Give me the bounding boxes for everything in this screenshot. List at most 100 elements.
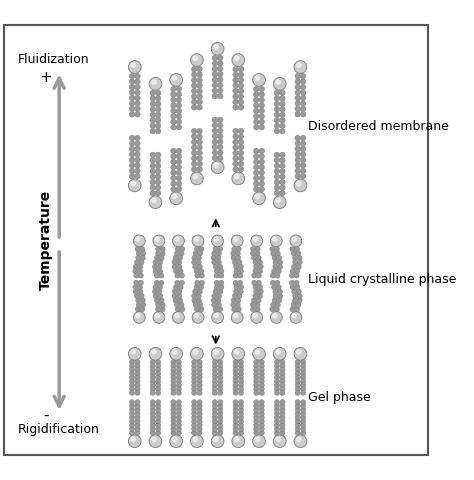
Circle shape: [155, 423, 161, 428]
Circle shape: [139, 293, 144, 299]
Circle shape: [275, 302, 280, 307]
Circle shape: [174, 251, 180, 256]
Circle shape: [193, 56, 198, 60]
Circle shape: [173, 349, 177, 354]
Circle shape: [129, 157, 135, 163]
Circle shape: [236, 247, 241, 252]
Circle shape: [171, 386, 176, 392]
Circle shape: [301, 112, 306, 117]
Circle shape: [218, 400, 223, 405]
Circle shape: [295, 427, 300, 432]
Circle shape: [191, 72, 197, 77]
Circle shape: [171, 186, 176, 192]
Circle shape: [155, 360, 161, 365]
Circle shape: [176, 411, 182, 416]
Circle shape: [173, 298, 178, 303]
Circle shape: [171, 103, 176, 108]
Circle shape: [254, 427, 259, 432]
Circle shape: [280, 191, 285, 196]
Circle shape: [238, 379, 244, 384]
Circle shape: [218, 139, 223, 144]
Circle shape: [176, 124, 182, 130]
Circle shape: [194, 237, 199, 241]
Circle shape: [171, 375, 176, 380]
Circle shape: [274, 419, 280, 424]
Circle shape: [179, 280, 184, 285]
Circle shape: [191, 400, 197, 405]
Circle shape: [238, 145, 244, 150]
Circle shape: [197, 156, 202, 161]
Circle shape: [197, 264, 202, 269]
Circle shape: [171, 92, 176, 97]
Circle shape: [212, 400, 218, 405]
Circle shape: [233, 400, 238, 405]
Circle shape: [197, 72, 202, 77]
Circle shape: [216, 302, 221, 307]
Circle shape: [238, 83, 244, 88]
Circle shape: [254, 363, 259, 369]
Circle shape: [199, 269, 204, 274]
Circle shape: [171, 367, 176, 372]
Circle shape: [212, 386, 218, 392]
Circle shape: [294, 280, 299, 285]
Circle shape: [129, 90, 135, 95]
Circle shape: [171, 431, 176, 435]
Circle shape: [211, 348, 224, 360]
Circle shape: [197, 77, 202, 83]
Circle shape: [280, 404, 285, 408]
Circle shape: [155, 390, 161, 396]
Circle shape: [155, 427, 161, 432]
Circle shape: [150, 152, 155, 157]
Circle shape: [158, 260, 163, 265]
Circle shape: [155, 152, 161, 157]
Circle shape: [197, 371, 202, 376]
Circle shape: [175, 313, 179, 318]
Circle shape: [133, 289, 138, 294]
Circle shape: [252, 273, 257, 278]
Circle shape: [301, 427, 306, 432]
Circle shape: [197, 289, 202, 294]
Circle shape: [135, 90, 140, 95]
Circle shape: [191, 435, 203, 447]
Circle shape: [131, 63, 136, 67]
Circle shape: [194, 313, 199, 318]
Circle shape: [129, 79, 135, 84]
Circle shape: [295, 95, 301, 101]
Circle shape: [129, 375, 135, 380]
Circle shape: [178, 269, 183, 274]
Circle shape: [256, 298, 261, 303]
Circle shape: [129, 404, 135, 408]
Circle shape: [274, 360, 280, 365]
Circle shape: [231, 312, 243, 324]
Circle shape: [252, 255, 256, 261]
Circle shape: [218, 128, 223, 133]
Circle shape: [129, 101, 135, 106]
Circle shape: [197, 390, 202, 396]
Circle shape: [191, 150, 197, 156]
Circle shape: [135, 84, 140, 90]
Circle shape: [212, 411, 218, 416]
Circle shape: [254, 375, 259, 380]
Circle shape: [301, 375, 306, 380]
Circle shape: [292, 289, 297, 294]
Circle shape: [280, 185, 285, 191]
Circle shape: [255, 247, 260, 252]
Circle shape: [153, 264, 157, 269]
Circle shape: [155, 375, 161, 380]
Circle shape: [301, 106, 306, 112]
Circle shape: [129, 400, 135, 405]
Circle shape: [218, 367, 223, 372]
Circle shape: [238, 269, 244, 274]
Circle shape: [176, 386, 182, 392]
Circle shape: [191, 156, 197, 161]
Circle shape: [274, 375, 280, 380]
Circle shape: [178, 255, 182, 261]
Circle shape: [292, 260, 298, 265]
Circle shape: [295, 367, 300, 372]
Circle shape: [135, 101, 140, 106]
Circle shape: [192, 289, 198, 294]
Circle shape: [270, 273, 275, 278]
Circle shape: [295, 431, 300, 435]
Circle shape: [135, 411, 140, 416]
Circle shape: [171, 165, 176, 170]
